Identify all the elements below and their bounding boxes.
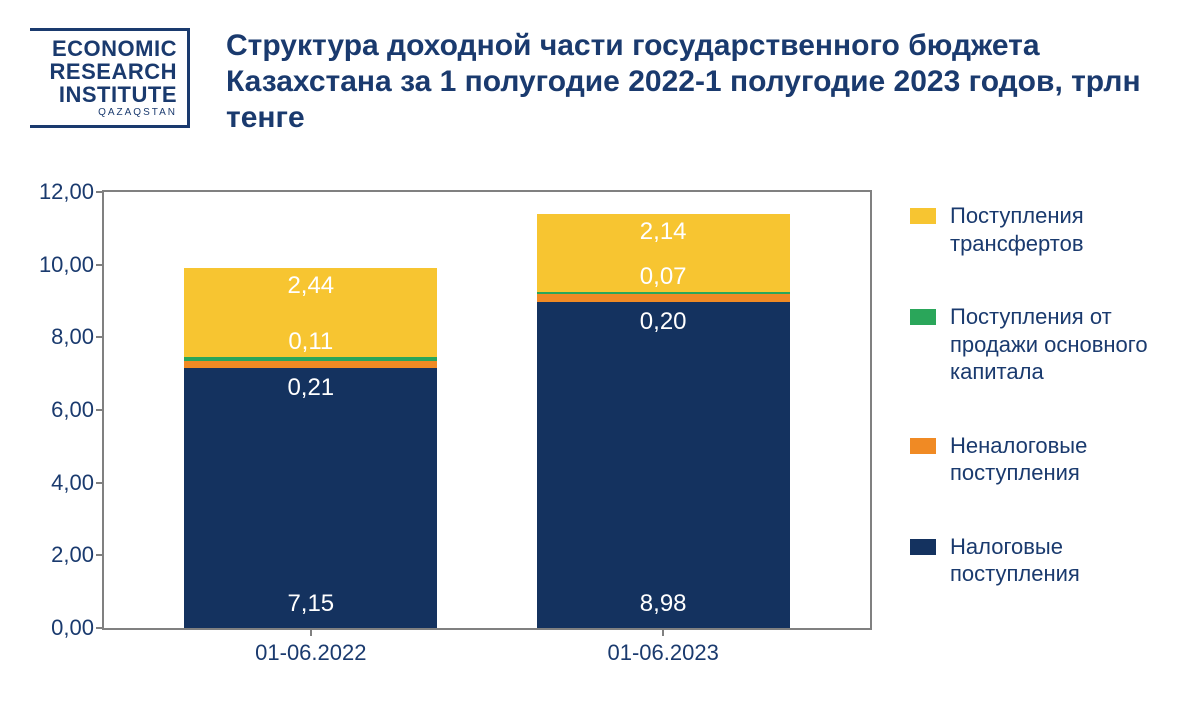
legend-swatch <box>910 438 936 454</box>
bar-segment-tax <box>537 302 790 628</box>
bar-value-label: 2,14 <box>537 218 790 246</box>
ytick-mark <box>96 554 104 556</box>
legend-label: Неналоговые поступления <box>950 432 1180 487</box>
ytick-mark <box>96 264 104 266</box>
legend: Поступления трансфертов Поступления от пр… <box>910 202 1180 634</box>
legend-item-tax: Налоговые поступления <box>910 533 1180 588</box>
legend-item-transfers: Поступления трансфертов <box>910 202 1180 257</box>
header: ECONOMIC RESEARCH INSTITUTE QAZAQSTAN Ст… <box>30 28 1159 136</box>
bar-value-label: 0,11 <box>184 328 437 356</box>
logo-line-3: INSTITUTE <box>30 83 177 106</box>
logo-line-2: RESEARCH <box>30 60 177 83</box>
chart-area: 0,00 2,00 4,00 6,00 8,00 10,00 12,00 7,15 0,21 0,… <box>30 180 1160 700</box>
xtick-label: 01-06.2023 <box>608 640 719 666</box>
logo-line-1: ECONOMIC <box>30 37 177 60</box>
ytick-label: 8,00 <box>51 324 94 350</box>
bar: 7,15 0,21 0,11 2,44 <box>184 268 437 628</box>
xtick-mark <box>662 628 664 636</box>
xtick-mark <box>310 628 312 636</box>
legend-swatch <box>910 208 936 224</box>
bar-value-label: 2,44 <box>184 272 437 300</box>
legend-label: Налоговые поступления <box>950 533 1180 588</box>
xtick-label: 01-06.2022 <box>255 640 366 666</box>
bar: 8,98 0,20 0,07 2,14 <box>537 214 790 628</box>
ytick-mark <box>96 482 104 484</box>
page-root: ECONOMIC RESEARCH INSTITUTE QAZAQSTAN Ст… <box>0 0 1189 720</box>
ytick-label: 12,00 <box>39 179 94 205</box>
ytick-mark <box>96 627 104 629</box>
ytick-label: 6,00 <box>51 397 94 423</box>
ytick-mark <box>96 191 104 193</box>
legend-item-nontax: Неналоговые поступления <box>910 432 1180 487</box>
ytick-label: 10,00 <box>39 252 94 278</box>
bar-value-label: 0,07 <box>537 263 790 291</box>
bar-segment-nontax <box>537 294 790 301</box>
institute-logo: ECONOMIC RESEARCH INSTITUTE QAZAQSTAN <box>30 28 190 128</box>
bar-value-label: 0,21 <box>184 374 437 402</box>
legend-item-capital: Поступления от продажи основного капитал… <box>910 303 1180 386</box>
legend-swatch <box>910 539 936 555</box>
ytick-label: 2,00 <box>51 542 94 568</box>
logo-subtext: QAZAQSTAN <box>30 108 177 119</box>
ytick-label: 0,00 <box>51 615 94 641</box>
ytick-mark <box>96 409 104 411</box>
bar-value-label: 0,20 <box>537 308 790 336</box>
plot-box: 0,002,004,006,008,0010,0012,007,150,210,… <box>102 190 872 630</box>
bar-segment-capital <box>537 292 790 295</box>
bar-segment-capital <box>184 357 437 361</box>
bar-value-label: 7,15 <box>184 590 437 618</box>
legend-label: Поступления от продажи основного капитал… <box>950 303 1180 386</box>
bar-segment-nontax <box>184 361 437 369</box>
legend-swatch <box>910 309 936 325</box>
ytick-mark <box>96 336 104 338</box>
ytick-label: 4,00 <box>51 470 94 496</box>
chart-title: Структура доходной части государственног… <box>226 28 1159 136</box>
bar-value-label: 8,98 <box>537 590 790 618</box>
legend-label: Поступления трансфертов <box>950 202 1180 257</box>
